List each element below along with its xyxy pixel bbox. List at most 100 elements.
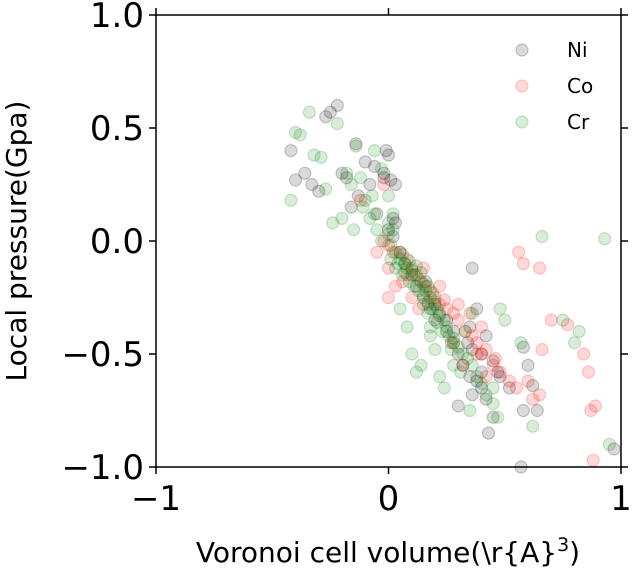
point-ni [486,410,500,424]
point-co [428,290,442,305]
point-cr [388,245,403,259]
point-cr [498,313,512,327]
point-cr [465,306,479,320]
point-cr [428,342,442,357]
x-tick-label: 0 [378,479,400,519]
point-ni [486,354,500,368]
point-ni [465,342,479,357]
point-cr [388,261,403,275]
point-cr [447,358,461,372]
point-cr [363,211,377,225]
point-cr [486,381,500,395]
point-ni [474,381,489,395]
point-co [437,293,451,307]
point-cr [330,116,344,131]
point-cr [493,302,507,316]
legend: Ni Co Cr [515,38,593,134]
point-cr [416,297,430,311]
point-ni [470,302,484,316]
point-ni [284,144,298,158]
point-cr [381,216,396,230]
point-cr [340,166,354,180]
point-ni [451,347,465,361]
point-co [526,392,540,406]
point-co [470,347,484,361]
point-ni [461,336,475,350]
point-ni [465,261,479,275]
point-cr [381,227,396,241]
point-ni [416,290,430,305]
point-co [354,193,368,207]
point-co [381,290,396,305]
point-cr [405,263,419,277]
point-co [581,365,596,379]
point-ni [377,171,391,185]
point-ni [388,216,403,230]
y-axis-label: Local pressure(Gpa) [0,101,33,382]
point-cr [486,397,500,411]
x-tick-label: −1 [131,479,181,519]
point-cr [419,284,433,298]
point-cr [598,232,612,246]
point-cr [349,139,363,153]
point-ni [491,365,505,379]
point-ni [428,313,442,327]
point-co [433,279,447,293]
point-ni [381,148,396,162]
point-co [532,261,547,275]
point-cr [293,128,307,142]
point-ni [323,105,337,119]
point-ni [481,426,496,440]
point-ni [298,166,312,180]
legend-entry-ni: Ni [515,38,588,62]
point-ni [312,184,326,198]
point-ni [335,166,349,180]
point-cr [354,171,368,185]
point-co [405,261,419,275]
point-cr [288,125,303,140]
point-cr [535,229,549,244]
point-co [400,268,414,282]
point-ni [516,403,531,418]
point-cr [444,342,458,357]
point-cr [514,336,528,350]
point-co [512,245,526,259]
point-co [377,234,391,248]
point-co [465,329,479,343]
point-cr [335,211,349,225]
point-cr [407,268,421,282]
point-ni [367,159,382,173]
point-co [447,306,461,320]
point-ni [405,268,419,282]
point-ni [409,279,423,293]
point-cr [402,254,416,268]
point-co [377,177,391,192]
point-cr [400,320,414,334]
point-cr [386,223,400,237]
point-cr [463,403,477,418]
point-ni [419,275,433,289]
point-ni [344,200,358,214]
point-co [388,279,403,293]
point-cr [414,266,428,280]
point-cr [442,329,456,343]
point-co [560,318,575,332]
point-co [535,342,549,357]
point-cr [367,207,382,221]
point-co [532,388,547,402]
legend-entry-cr: Cr [515,110,590,134]
point-cr [326,216,340,230]
point-cr [386,207,400,221]
point-co [588,399,603,413]
point-co [405,290,419,305]
point-ni [440,324,454,338]
point-cr [398,266,412,280]
point-ni [463,370,477,384]
y-tick-label: −0.5 [61,335,144,375]
point-ni [305,177,319,192]
point-cr [347,223,361,237]
point-co [502,374,516,388]
point-cr [461,351,475,366]
point-cr [314,150,328,164]
point-cr [440,320,454,334]
